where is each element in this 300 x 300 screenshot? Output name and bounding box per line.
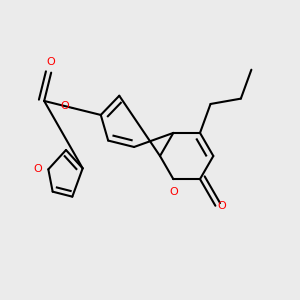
Text: O: O bbox=[60, 101, 69, 111]
Text: O: O bbox=[47, 57, 56, 67]
Text: O: O bbox=[217, 201, 226, 211]
Text: O: O bbox=[169, 187, 178, 196]
Text: O: O bbox=[33, 164, 42, 174]
